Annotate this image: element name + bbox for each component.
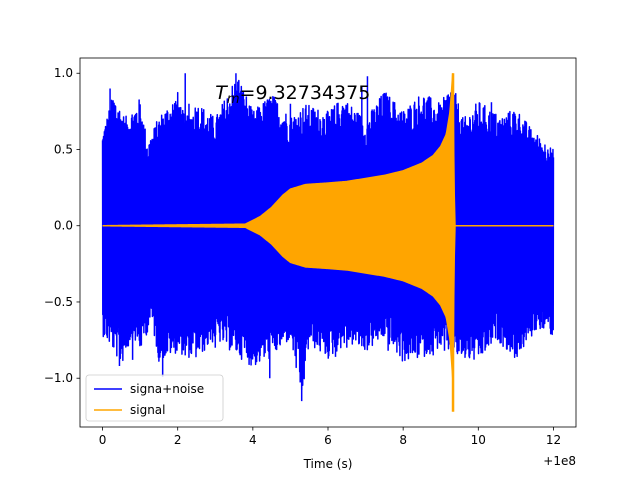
- y-tick-label: −0.5: [44, 295, 73, 309]
- annotation-text: Tm=9.32734375: [215, 82, 370, 107]
- legend-label: signal: [130, 403, 166, 417]
- legend-label: signa+noise: [130, 382, 204, 396]
- plot-area: [101, 73, 555, 412]
- y-tick-label: −1.0: [44, 371, 73, 385]
- peak-time-annotation: Tm=9.32734375: [215, 82, 370, 107]
- x-tick-label: 6: [324, 433, 332, 447]
- x-tick-label: 8: [399, 433, 407, 447]
- series-line-signal-noise: [101, 79, 555, 391]
- x-tick-label: 2: [174, 433, 182, 447]
- x-axis-label: Time (s): [303, 457, 353, 471]
- axes: 0 2 4 6 8 10 12 −1.0 −0.5 0.0 0.5 1.0 Time (s) +1e8: [44, 57, 577, 471]
- x-axis-offset: +1e8: [543, 454, 576, 468]
- x-tick-label: 12: [546, 433, 561, 447]
- x-tick-label: 0: [99, 433, 107, 447]
- x-tick-label: 4: [249, 433, 257, 447]
- legend: signa+noise signal: [85, 374, 224, 422]
- y-tick-label: 0.0: [54, 219, 73, 233]
- y-tick-label: 1.0: [54, 66, 73, 80]
- y-tick-label: 0.5: [54, 142, 73, 156]
- x-tick-label: 10: [471, 433, 486, 447]
